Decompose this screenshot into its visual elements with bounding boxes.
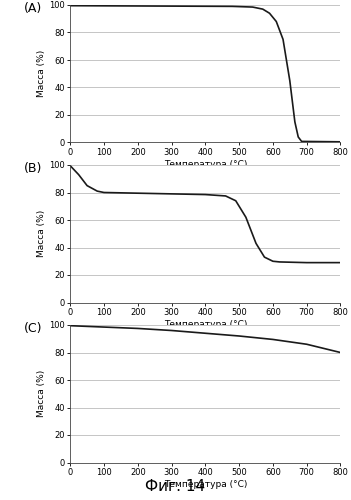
Text: (B): (B) [24,162,42,175]
Y-axis label: Масса (%): Масса (%) [37,50,46,98]
X-axis label: Температура (°C): Температура (°C) [164,320,247,329]
Y-axis label: Масса (%): Масса (%) [37,210,46,258]
Text: (C): (C) [24,322,43,335]
Y-axis label: Масса (%): Масса (%) [37,370,46,418]
Text: Фиг. 14: Фиг. 14 [145,479,206,494]
Text: (A): (A) [24,2,42,15]
X-axis label: Температура (°C): Температура (°C) [164,480,247,489]
X-axis label: Температура (°C): Температура (°C) [164,160,247,169]
